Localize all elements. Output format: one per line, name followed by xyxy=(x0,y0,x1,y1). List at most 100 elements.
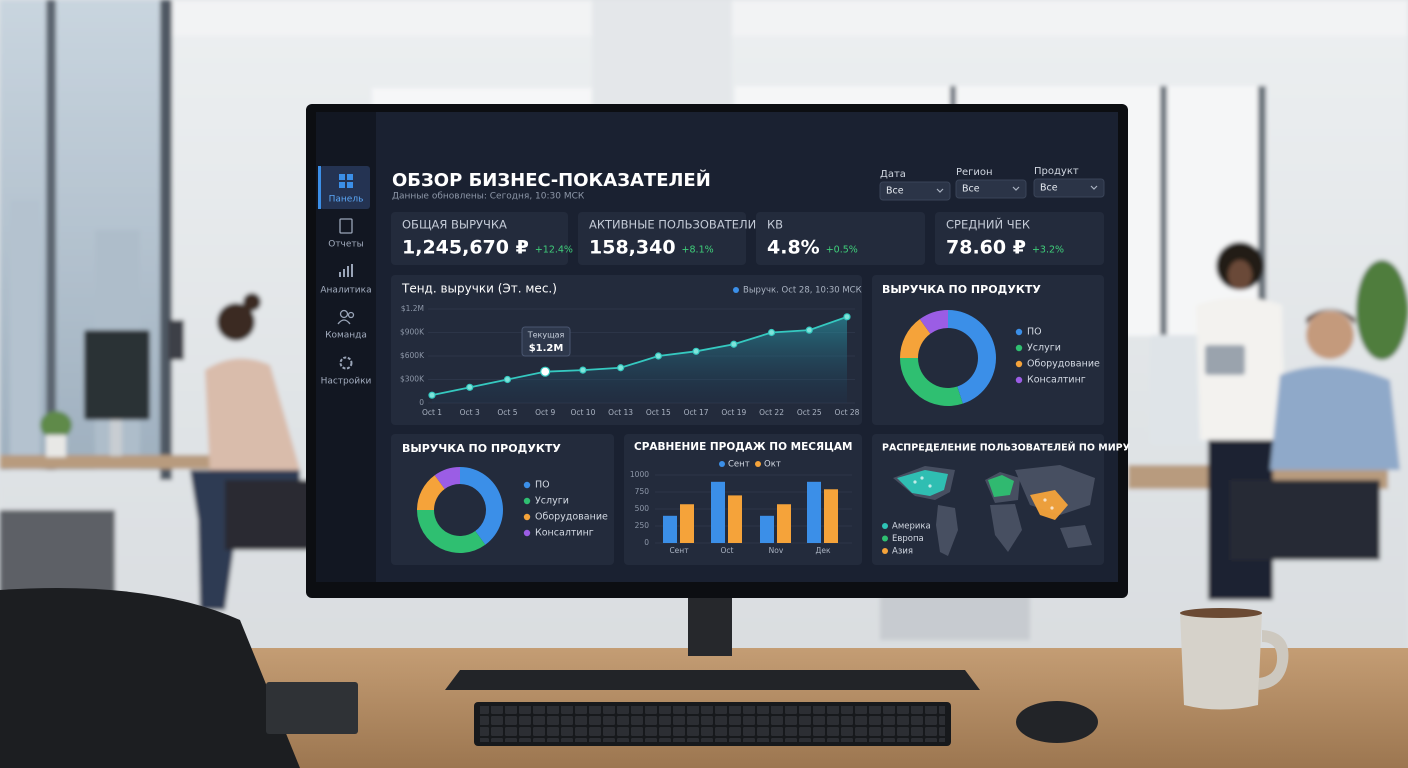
sidebar-active-bar xyxy=(318,166,321,209)
kpi-label: ОБЩАЯ ВЫРУЧКА xyxy=(402,218,507,232)
line xyxy=(431,315,848,397)
chart-title: ВЫРУЧКА ПО ПРОДУКТУ xyxy=(402,442,561,455)
x-tick-label: Oct 3 xyxy=(460,408,480,417)
point xyxy=(579,366,587,374)
donut-segment xyxy=(948,310,997,404)
icon-panel xyxy=(339,174,353,188)
filter-label: Регион xyxy=(956,167,993,178)
legend-label: Сент xyxy=(728,460,750,470)
card xyxy=(391,434,614,565)
legend-label: Консалтинг xyxy=(1027,375,1086,386)
y-tick-label: 500 xyxy=(635,504,650,513)
card xyxy=(756,212,925,265)
chart-title: ВЫРУЧКА ПО ПРОДУКТУ xyxy=(882,283,1041,296)
sidebar-item[interactable] xyxy=(318,165,374,207)
bar xyxy=(663,515,677,543)
legend-label: Оборудование xyxy=(535,512,608,523)
sidebar-item[interactable] xyxy=(318,347,374,389)
legend-dot xyxy=(1015,328,1023,336)
map-region xyxy=(988,475,1014,497)
sidebar-item[interactable] xyxy=(318,210,374,252)
filter-value: Все xyxy=(1040,183,1058,194)
tooltip xyxy=(521,326,571,357)
bar xyxy=(711,481,725,543)
window-frame xyxy=(46,0,56,470)
mouse xyxy=(1016,701,1098,743)
legend-dot xyxy=(1015,360,1023,368)
kpi-value: 4.8% xyxy=(767,237,820,259)
x-tick-label: Сент xyxy=(669,546,689,555)
chair xyxy=(225,480,315,550)
x-tick-label: Oct 19 xyxy=(721,408,746,417)
point xyxy=(466,383,474,391)
filter-select[interactable] xyxy=(1033,178,1105,198)
donut-segment xyxy=(900,358,963,407)
kpi-label: АКТИВНЫЕ ПОЛЬЗОВАТЕЛИ xyxy=(589,218,756,232)
sidebar-item[interactable] xyxy=(318,301,374,343)
donut-segment xyxy=(417,475,445,510)
map-region xyxy=(1060,525,1092,548)
chart-title: РАСПРЕДЕЛЕНИЕ ПОЛЬЗОВАТЕЛЕЙ ПО МИРУ xyxy=(882,442,1131,454)
legend-dot xyxy=(733,287,739,293)
legend-dot xyxy=(1015,376,1023,384)
map-region xyxy=(936,505,958,556)
person-hair xyxy=(1306,309,1355,325)
kpi-value: 158,340 xyxy=(589,237,676,259)
sidebar-label: Панель xyxy=(329,195,364,205)
filter-value: Все xyxy=(886,186,904,197)
legend-label: Консалтинг xyxy=(535,528,594,539)
legend-dot xyxy=(882,535,888,542)
map-hotspot xyxy=(928,484,932,488)
donut-segment xyxy=(417,510,486,553)
notebook xyxy=(266,682,358,734)
donut-segment xyxy=(900,319,931,358)
bar xyxy=(807,481,821,543)
window-frame xyxy=(1160,86,1167,336)
mug-handle xyxy=(1258,630,1289,690)
keyboard-keys xyxy=(480,706,945,742)
map-hotspot xyxy=(913,480,917,484)
dashboard: Панель Отчеты Аналитика Команда Настройки ОБЗ… xyxy=(318,165,1131,565)
filter-label: Дата xyxy=(880,169,906,180)
y-tick-label: 1000 xyxy=(630,470,649,479)
legend-label: Услуги xyxy=(1027,343,1061,354)
legend-dot xyxy=(882,548,888,554)
x-tick-label: Oct xyxy=(721,546,734,555)
filter-value: Все xyxy=(962,184,980,195)
page-title: ОБЗОР БИЗНЕС-ПОКАЗАТЕЛЕЙ xyxy=(392,169,711,191)
map-hotspot xyxy=(920,476,924,480)
filter-select[interactable] xyxy=(955,179,1027,199)
kpi-value: 78.60 ₽ xyxy=(946,237,1026,259)
legend-label: Услуги xyxy=(535,496,569,507)
map-region xyxy=(1030,490,1068,520)
person-head xyxy=(217,303,255,341)
point xyxy=(428,391,436,399)
chair-back xyxy=(0,588,300,768)
filter-label: Продукт xyxy=(1034,166,1079,177)
window-frame xyxy=(1258,86,1266,336)
filter-select[interactable] xyxy=(879,181,951,201)
x-tick-label: Oct 1 xyxy=(422,408,442,417)
pillar xyxy=(592,0,732,110)
x-tick-label: Oct 28 xyxy=(835,408,860,417)
page-subtitle: Данные обновлены: Сегодня, 10:30 МСК xyxy=(392,192,585,202)
x-tick-label: Oct 13 xyxy=(608,408,633,417)
bar xyxy=(680,504,694,543)
legend-label: Оборудование xyxy=(1027,359,1100,370)
sidebar-label: Настройки xyxy=(321,377,372,387)
point xyxy=(805,326,813,334)
card xyxy=(391,212,568,265)
icon-settings xyxy=(339,356,353,370)
sidebar-item[interactable] xyxy=(318,256,374,298)
cabinet xyxy=(0,510,115,600)
kpi-change: +3.2% xyxy=(1032,245,1064,256)
chair-base xyxy=(880,590,1030,640)
monitor-base xyxy=(445,670,980,690)
kpi-value: 1,245,670 ₽ xyxy=(402,237,529,259)
filter-chevron xyxy=(1090,185,1098,190)
monitor-neck xyxy=(688,596,732,656)
card xyxy=(935,212,1104,265)
donut-segment xyxy=(460,467,504,545)
plant xyxy=(1356,260,1408,360)
